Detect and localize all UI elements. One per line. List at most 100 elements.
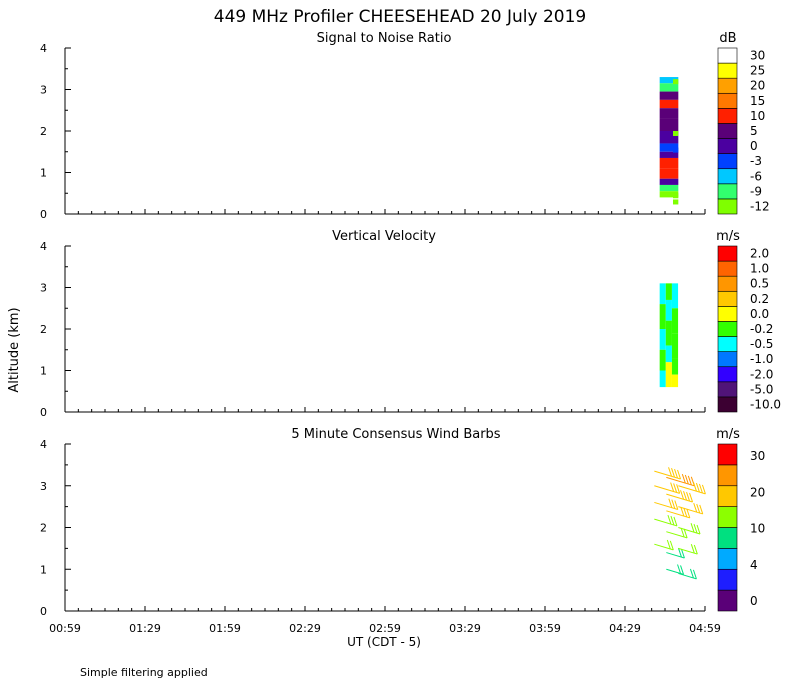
wind-barb-flag (677, 547, 682, 558)
wind-barb (678, 485, 706, 495)
snr-colorbar-label: 15 (750, 94, 765, 108)
vv-colorbar-unit: m/s (716, 229, 740, 244)
wind-barb-flag (692, 569, 697, 580)
wind-colorbar-label: 10 (750, 522, 765, 536)
snr-colorbar-label: -9 (750, 184, 762, 198)
wind-barb-flag (693, 544, 698, 555)
vv-colorbar-label: 0.0 (750, 307, 769, 321)
wind-barb-flag (671, 499, 676, 509)
wind-barb-flag (673, 516, 678, 527)
vv-heatmap (659, 283, 679, 388)
wind-colorbar-label: 20 (750, 485, 765, 499)
vv-colorbar-cell (717, 290, 738, 307)
snr-cell (659, 168, 679, 179)
wind-barb-flag (671, 468, 676, 478)
wind-barb-flag (698, 483, 703, 494)
vv-cell (665, 345, 672, 363)
snr-y-tick-label: 2 (40, 125, 47, 138)
wind-barb-flag (690, 544, 695, 554)
vv-cell (671, 374, 679, 388)
snr-y-tick-label: 4 (40, 42, 47, 55)
vv-colorbar: -10.0-5.0-2.0-1.0-0.5-0.20.00.20.51.02.0 (717, 245, 781, 413)
x-axis-label: UT (CDT - 5) (347, 635, 421, 649)
snr-colorbar-unit: dB (719, 31, 736, 46)
wind-barb-flag (668, 467, 673, 477)
x-tick-label: 04:59 (689, 622, 721, 635)
vv-colorbar-cell (717, 321, 738, 337)
snr-colorbar-label: 5 (750, 124, 758, 138)
x-tick-label: 02:29 (289, 622, 321, 635)
x-tick-label: 04:29 (609, 622, 641, 635)
wind-colorbar-cell (717, 548, 738, 570)
snr-colorbar-cell (717, 62, 738, 79)
snr-cell (673, 79, 679, 85)
vv-colorbar-label: 1.0 (750, 262, 769, 276)
wind-barb-flag (695, 482, 700, 493)
wind-colorbar: 0 4 10 20 30 (717, 443, 765, 612)
figure-title: 449 MHz Profiler CHEESEHEAD 20 July 2019 (214, 7, 586, 27)
x-tick-label: 00:59 (49, 622, 81, 635)
vv-cell (665, 299, 672, 321)
snr-colorbar-cell (717, 198, 738, 215)
vv-cell (671, 358, 679, 375)
wind-y-tick-label: 1 (40, 563, 47, 576)
wind-barb (678, 572, 697, 580)
vv-colorbar-label: -0.2 (750, 322, 773, 336)
wind-barb (654, 501, 678, 510)
snr-cell (659, 91, 679, 100)
wind-barb (654, 470, 681, 480)
snr-cell (659, 157, 679, 169)
vv-colorbar-label: -5.0 (750, 382, 773, 396)
vv-colorbar-label: -1.0 (750, 352, 773, 366)
vv-y-tick-label: 3 (40, 282, 47, 295)
snr-cell (673, 193, 679, 199)
snr-colorbar-cell (717, 138, 738, 154)
snr-colorbar-cell (717, 47, 738, 64)
vv-colorbar-cell (717, 336, 738, 352)
vv-cell (659, 349, 666, 371)
wind-barb (654, 518, 678, 527)
wind-barb-flag (680, 490, 685, 500)
x-tick-label: 03:29 (449, 622, 481, 635)
snr-cell (673, 199, 679, 205)
wind-colorbar-cell (717, 527, 738, 549)
vv-cell (665, 283, 672, 300)
wind-barb-flag (683, 528, 688, 539)
snr-cell (659, 118, 679, 131)
snr-cell (659, 151, 679, 158)
wind-barb-flag (680, 527, 685, 538)
panel-snr: Signal to Noise Ratio 0 1 2 3 4 dB -12-9-6-3… (40, 31, 770, 221)
wind-barb-flag (670, 515, 675, 526)
vv-cell (659, 304, 666, 329)
wind-barb-flag (701, 484, 706, 495)
wind-barb-flag (677, 564, 682, 574)
x-tick-label: 01:29 (129, 622, 161, 635)
snr-cell (673, 131, 679, 136)
vv-cell (665, 362, 672, 388)
wind-barb (666, 510, 690, 519)
vv-y-tick-label: 2 (40, 323, 47, 336)
footer-note: Simple filtering applied (80, 666, 208, 679)
wind-colorbar-label: 4 (750, 558, 758, 572)
panel-wind-barbs: 5 Minute Consensus Wind Barbs 0 1 2 3 4 00:5… (40, 427, 765, 649)
snr-colorbar-label: 25 (750, 64, 765, 78)
wind-barb-flag (683, 507, 688, 518)
wind-barb (666, 476, 695, 487)
wind-colorbar-label: 30 (750, 449, 765, 463)
vv-cell (659, 283, 666, 305)
wind-x-ticks: 00:59 01:29 01:59 02:29 02:59 03:29 03:59 04:29… (49, 606, 721, 635)
snr-cell (659, 83, 679, 92)
vv-colorbar-cell (717, 275, 738, 292)
wind-barb (654, 543, 674, 551)
snr-cell (659, 143, 679, 152)
vv-colorbar-label: -2.0 (750, 367, 773, 381)
snr-x-ticks (64, 209, 706, 214)
vv-cell (671, 308, 679, 334)
vv-colorbar-label: -0.5 (750, 337, 773, 351)
wind-barb (666, 493, 693, 503)
snr-colorbar-cell (717, 183, 738, 200)
wind-barb-flag (690, 523, 695, 533)
vv-colorbar-cell (717, 306, 738, 322)
wind-colorbar-unit: m/s (716, 427, 740, 442)
vv-y-tick-label: 1 (40, 365, 47, 378)
